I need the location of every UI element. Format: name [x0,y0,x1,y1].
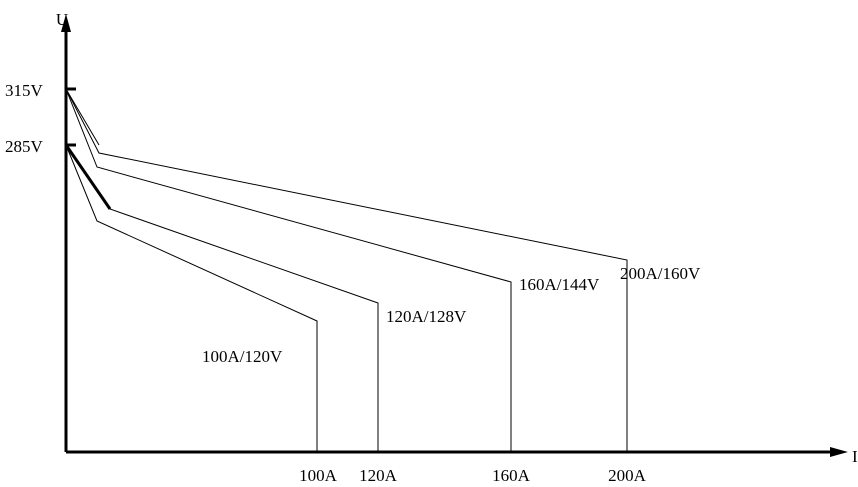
y-tick-label-315v: 315V [5,81,44,100]
x-tick-label-160a: 160A [492,466,531,485]
curve-label-200a-160v: 200A/160V [620,264,701,283]
x-tick-label-120a: 120A [359,466,398,485]
y-axis-arrow [61,14,71,32]
x-tick-label-200a: 200A [608,466,647,485]
curve-high-drop-segment [64,144,112,210]
curve-short-drop-segment [65,88,100,146]
y-axis-label: U [56,10,68,29]
x-axis-label: I [852,447,858,466]
curve-label-100a-120v: 100A/120V [202,347,283,366]
curve-120a-128v [65,144,379,452]
x-axis-arrow [830,447,848,457]
x-tick-label-100a: 100A [299,466,338,485]
characteristic-curves [64,88,628,452]
curve-100a-120v [65,144,318,452]
axes [61,14,848,457]
y-tick-label-285v: 285V [5,137,44,156]
curve-160a-144v [65,88,512,452]
curve-label-120a-128v: 120A/128V [386,307,467,326]
curve-label-160a-144v: 160A/144V [519,275,600,294]
curve-200a-160v [65,88,628,452]
